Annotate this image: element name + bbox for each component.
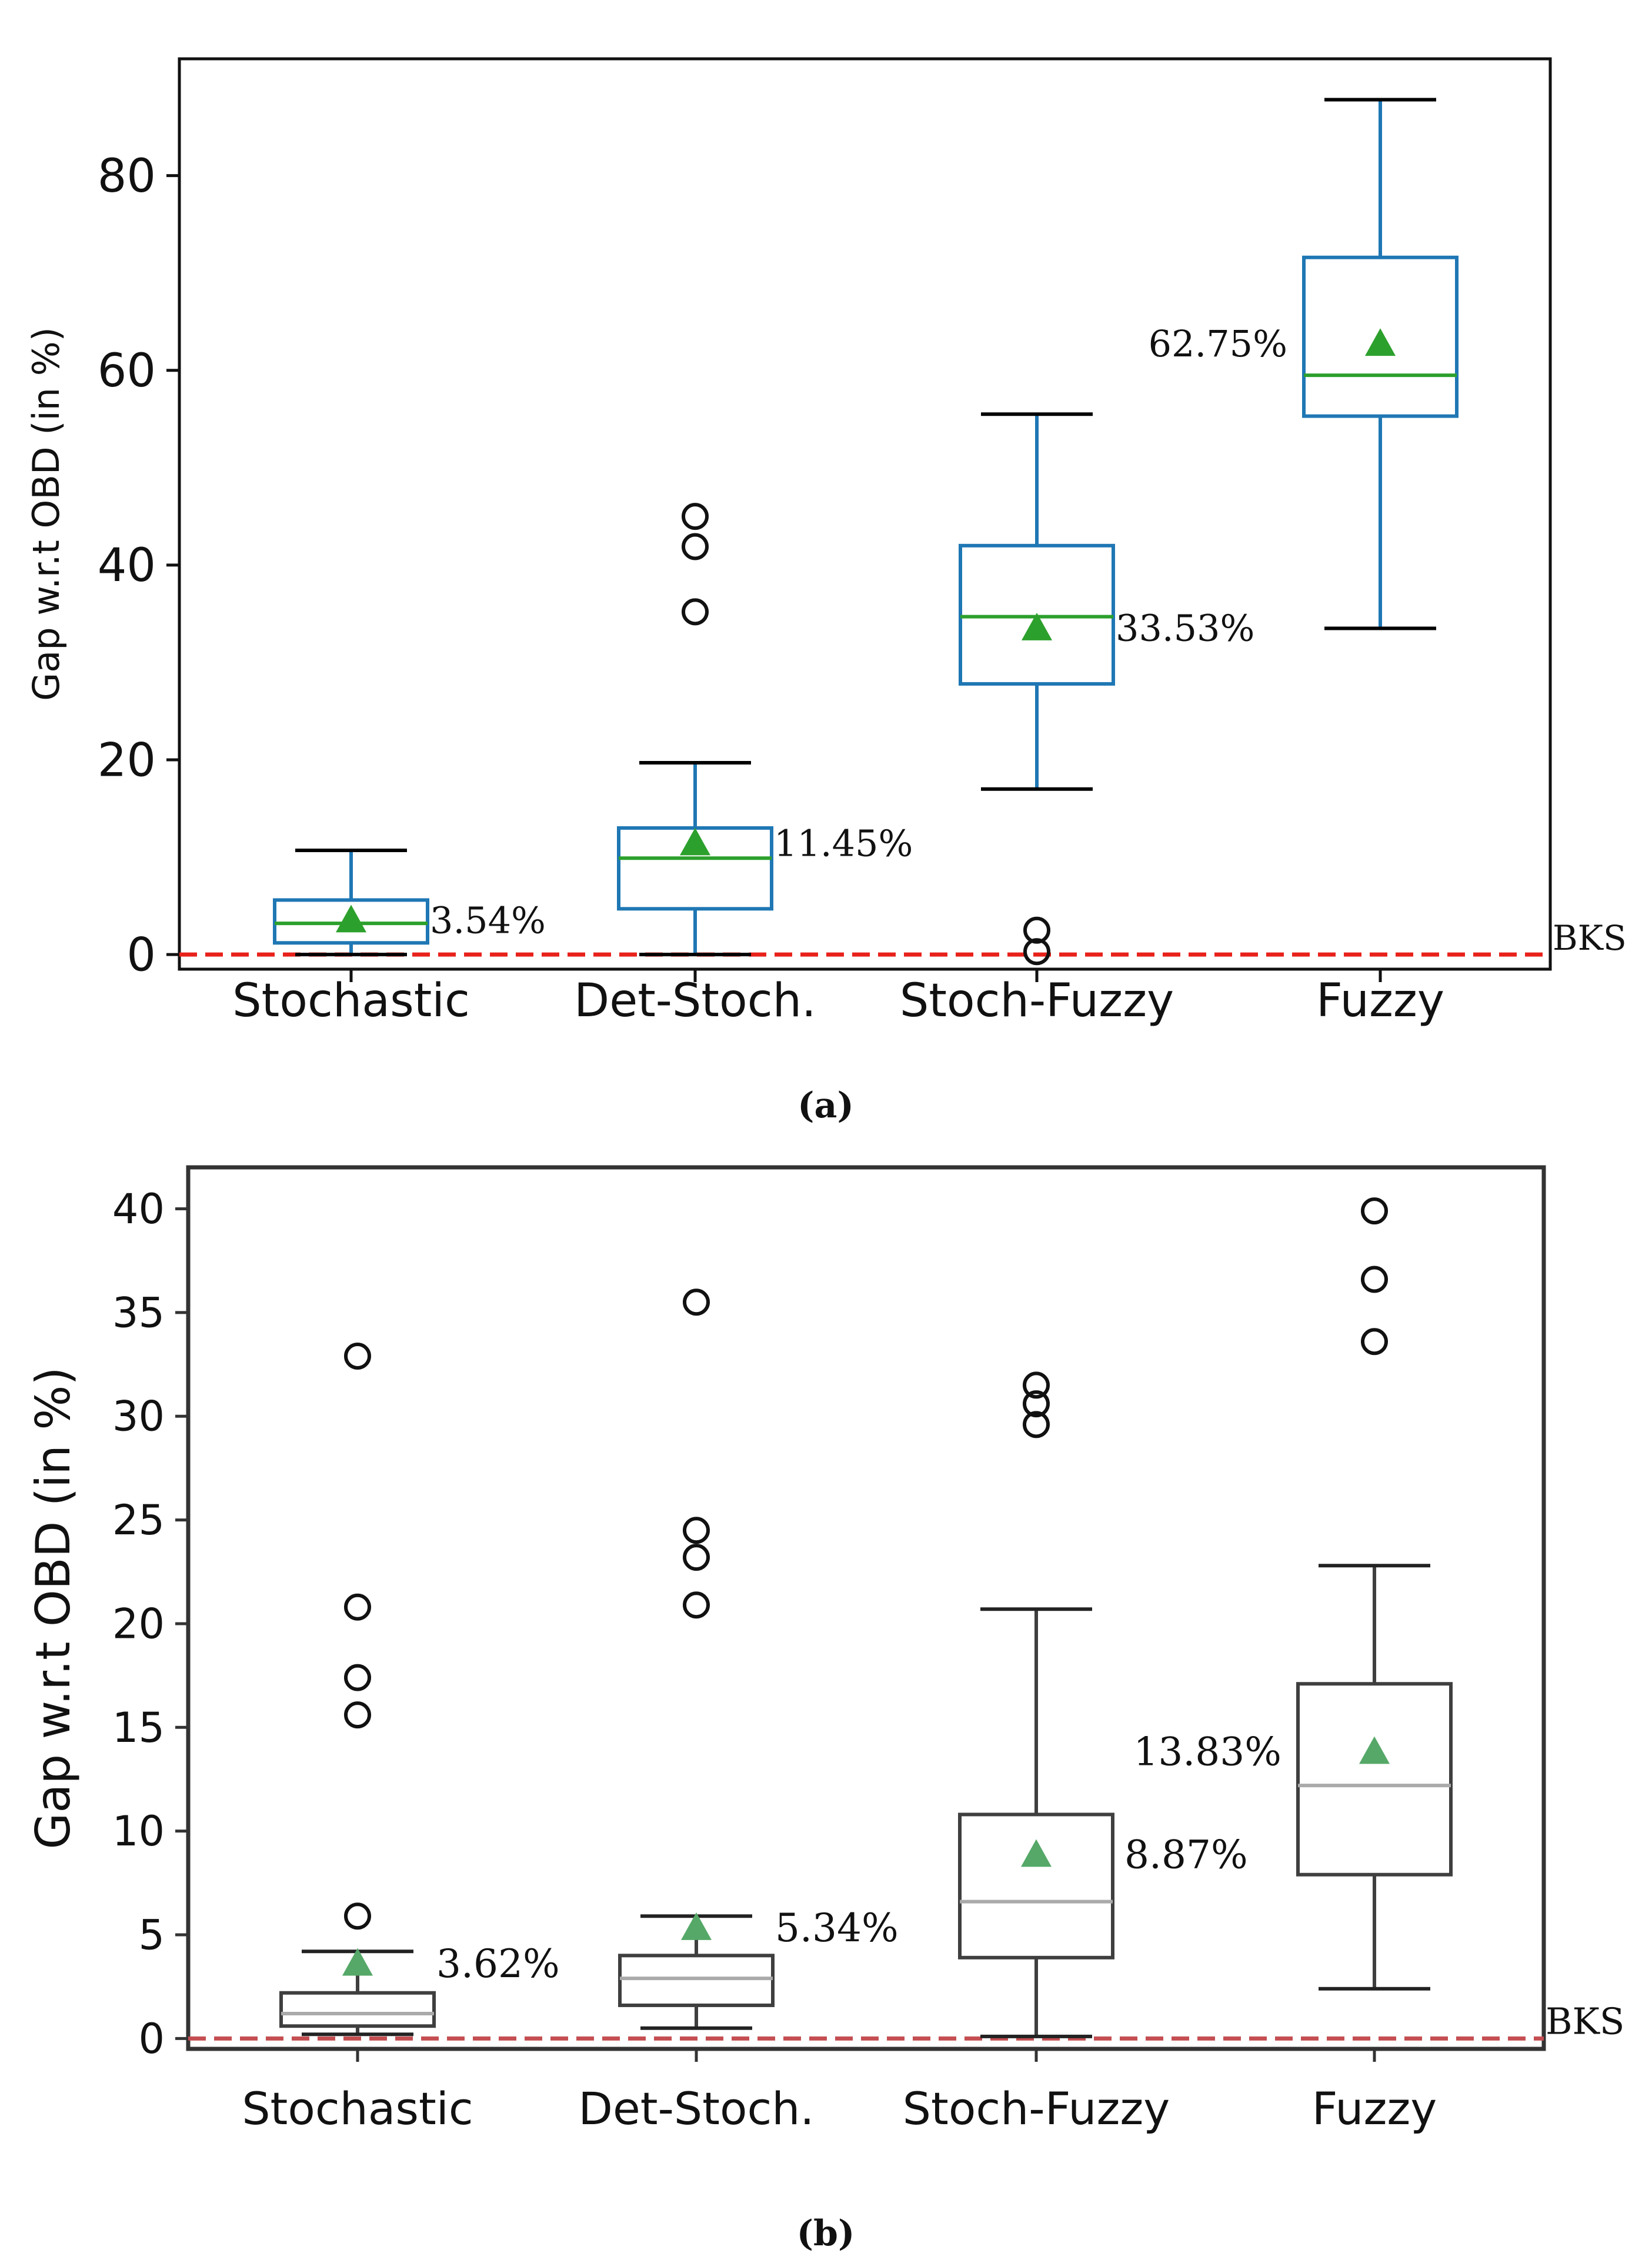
mean-value-label: 5.34%	[775, 1905, 899, 1951]
y-tick-label: 30	[112, 1393, 165, 1441]
box-group: 11.45%	[617, 503, 913, 957]
outlier-point	[682, 503, 709, 530]
mean-marker	[1365, 328, 1396, 356]
x-tick-label: Det-Stoch.	[574, 974, 816, 1027]
mean-marker	[1022, 613, 1052, 640]
y-tick-label: 80	[98, 150, 156, 203]
panel-b: 0 5 10 15 20 25 30 35 40 Gap w.r.t OBD (in %) BKS 3…	[26, 1165, 1624, 2254]
y-tick-label: 0	[138, 2015, 165, 2063]
mean-marker	[681, 1912, 712, 1940]
iqr-box	[1302, 255, 1459, 418]
outlier-point	[683, 1544, 710, 1571]
box-group: 13.83%	[1133, 1197, 1453, 1991]
outlier-point	[1361, 1328, 1388, 1356]
box-group: 3.62%	[279, 1342, 560, 2037]
plot-frame	[178, 57, 1552, 971]
box-group: 33.53%	[959, 412, 1254, 966]
outlier-point	[683, 1517, 710, 1544]
y-tick-label: 5	[138, 1911, 165, 1959]
box-group: 62.75%	[1149, 98, 1459, 630]
y-axis-label: Gap w.r.t OBD (in %)	[25, 327, 68, 701]
mean-value-label: 62.75%	[1149, 322, 1287, 365]
outlier-point	[344, 1902, 371, 1930]
iqr-box	[958, 1812, 1114, 1959]
x-tick-label: Stochastic	[232, 974, 470, 1027]
outlier-point	[683, 1591, 710, 1619]
outlier-point	[344, 1664, 371, 1691]
iqr-box	[279, 1991, 436, 2028]
outlier-point	[1023, 1390, 1050, 1418]
outlier-point	[1361, 1266, 1388, 1293]
plot-frame	[186, 1165, 1546, 2051]
mean-marker	[680, 827, 710, 856]
mean-marker	[336, 904, 366, 933]
mean-value-label: 3.54%	[430, 899, 546, 942]
iqr-box	[959, 543, 1115, 686]
box-group: 8.87%	[958, 1371, 1248, 2038]
y-tick-label: 10	[112, 1807, 165, 1855]
x-tick-label: Det-Stoch.	[578, 2082, 814, 2135]
outlier-point	[1023, 938, 1050, 966]
mean-value-label: 8.87%	[1124, 1832, 1248, 1878]
outlier-point	[1023, 916, 1050, 944]
mean-marker	[1359, 1736, 1390, 1764]
outlier-point	[1023, 1411, 1050, 1438]
iqr-box	[1296, 1682, 1453, 1877]
box-group: 5.34%	[618, 1288, 899, 2030]
outlier-point	[344, 1342, 371, 1370]
x-tick-label: Stochastic	[242, 2082, 473, 2135]
iqr-box	[273, 898, 429, 945]
y-axis-label: Gap w.r.t OBD (in %)	[26, 1367, 81, 1849]
panel-a: 0 20 40 60 80 Gap w.r.t OBD (in %) BKS 3.54% Sto…	[25, 57, 1627, 1126]
x-tick-label: Fuzzy	[1316, 974, 1444, 1027]
x-tick-label: Stoch-Fuzzy	[903, 2082, 1170, 2135]
panel-label: (b)	[797, 2213, 855, 2254]
outlier-point	[682, 598, 709, 626]
bks-label: BKS	[1546, 1999, 1624, 2042]
mean-value-label: 13.83%	[1133, 1730, 1281, 1775]
panel-label: (a)	[797, 1085, 854, 1126]
y-tick-label: 25	[112, 1496, 165, 1544]
mean-marker	[342, 1948, 373, 1976]
outlier-point	[344, 1701, 371, 1729]
iqr-box	[618, 1954, 775, 2007]
box-group: 3.54%	[273, 849, 546, 957]
y-tick-label: 35	[112, 1288, 165, 1337]
y-tick-label: 40	[112, 1185, 165, 1233]
y-tick-label: 15	[112, 1704, 165, 1752]
outlier-point	[682, 533, 709, 560]
bks-label: BKS	[1553, 918, 1627, 958]
mean-value-label: 33.53%	[1116, 607, 1254, 650]
outlier-point	[1361, 1197, 1388, 1225]
y-tick-label: 40	[98, 539, 156, 592]
y-tick-label: 60	[98, 345, 156, 398]
outlier-point	[683, 1288, 710, 1316]
mean-value-label: 11.45%	[774, 822, 913, 864]
mean-marker	[1021, 1839, 1052, 1867]
y-tick-label: 20	[112, 1600, 165, 1648]
outlier-point	[1023, 1371, 1050, 1399]
y-tick-label: 0	[126, 929, 156, 982]
x-tick-label: Stoch-Fuzzy	[900, 974, 1174, 1027]
outlier-point	[344, 1593, 371, 1621]
mean-value-label: 3.62%	[436, 1941, 560, 1987]
y-tick-label: 20	[98, 734, 156, 787]
x-tick-label: Fuzzy	[1312, 2082, 1437, 2135]
